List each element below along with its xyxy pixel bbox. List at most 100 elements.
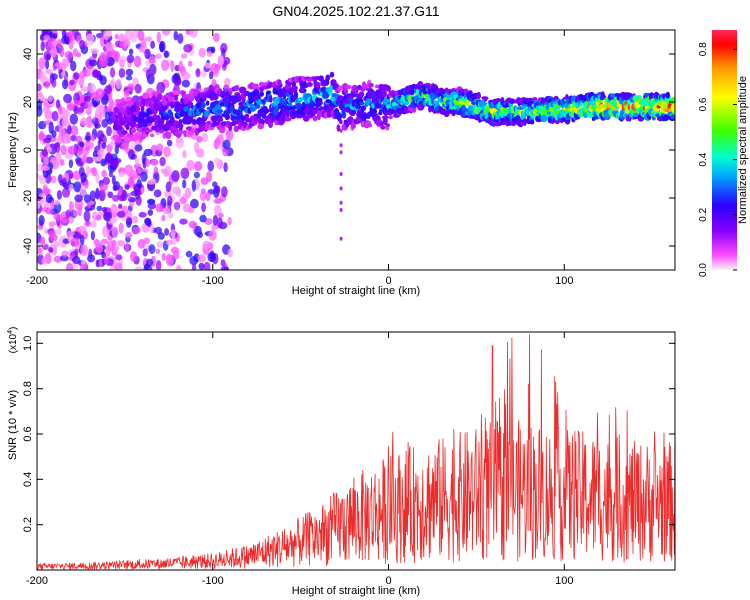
- heatmap-cell: [66, 104, 76, 111]
- heatmap-cell: [149, 63, 157, 76]
- spectrogram-ylabel: Frequency (Hz): [7, 112, 19, 188]
- heatmap-cell: [433, 100, 440, 105]
- heatmap-cell: [221, 186, 228, 198]
- heatmap-cell: [201, 202, 207, 213]
- heatmap-cell: [161, 214, 166, 222]
- heatmap-cell: [151, 125, 157, 131]
- heatmap-cell: [95, 214, 102, 221]
- heatmap-cell: [179, 218, 188, 225]
- heatmap-cell: [156, 114, 161, 121]
- heatmap-cell: [173, 72, 181, 82]
- y-tick-label: 0.6: [22, 426, 34, 441]
- heatmap-cell: [339, 200, 343, 205]
- heatmap-cell: [68, 183, 74, 191]
- heatmap-cell: [204, 110, 209, 118]
- heatmap-cell: [165, 254, 174, 267]
- heatmap-cell: [305, 82, 313, 87]
- heatmap-cell: [133, 163, 142, 170]
- heatmap-cell: [218, 126, 226, 134]
- heatmap-cell: [56, 190, 63, 200]
- heatmap-cell: [62, 177, 67, 189]
- heatmap-cell: [201, 188, 206, 195]
- heatmap-cell: [284, 117, 292, 122]
- heatmap-cell: [227, 216, 232, 226]
- heatmap-cell: [159, 41, 165, 53]
- heatmap-cell: [85, 107, 92, 116]
- heatmap-cell: [182, 150, 187, 159]
- heatmap-cell: [63, 93, 73, 104]
- heatmap-cell: [172, 186, 181, 195]
- heatmap-cell: [95, 172, 100, 184]
- heatmap-cell: [114, 33, 120, 40]
- heatmap-cell: [160, 59, 170, 71]
- heatmap-cell: [90, 134, 95, 142]
- heatmap-cell: [175, 138, 184, 149]
- heatmap-cell: [121, 139, 129, 151]
- heatmap-cell: [164, 228, 170, 236]
- heatmap-cell: [204, 62, 212, 69]
- heatmap-cell: [168, 212, 174, 219]
- heatmap-cell: [140, 171, 148, 182]
- heatmap-cell: [105, 42, 115, 52]
- heatmap-cell: [198, 262, 205, 270]
- heatmap-cell: [41, 165, 50, 171]
- heatmap-cell: [107, 240, 115, 252]
- heatmap-cell: [128, 48, 134, 55]
- heatmap-cell: [66, 230, 76, 237]
- heatmap-cell: [50, 46, 58, 58]
- heatmap-cell: [297, 97, 304, 102]
- heatmap-cell: [134, 157, 140, 165]
- heatmap-cell: [178, 118, 183, 125]
- heatmap-cell: [118, 222, 124, 234]
- heatmap-cell: [153, 189, 162, 198]
- heatmap-cell: [183, 44, 193, 53]
- heatmap-cell: [662, 114, 670, 121]
- heatmap-cell: [476, 92, 481, 100]
- heatmap-cell: [186, 159, 195, 171]
- heatmap-cell: [382, 117, 388, 126]
- heatmap-cell: [300, 76, 307, 82]
- heatmap-cell: [127, 83, 135, 92]
- heatmap-cell: [58, 127, 66, 139]
- heatmap-cell: [106, 56, 115, 67]
- heatmap-cell: [84, 221, 92, 227]
- heatmap-cell: [90, 48, 99, 54]
- heatmap-cell: [72, 48, 78, 57]
- heatmap-cell: [132, 226, 141, 234]
- heatmap-cell: [86, 165, 91, 175]
- heatmap-cell: [232, 118, 237, 124]
- heatmap-cell: [195, 68, 201, 78]
- y-tick-label: 0.8: [22, 381, 34, 396]
- heatmap-cell: [43, 137, 52, 144]
- heatmap-cell: [188, 207, 195, 214]
- heatmap-cell: [140, 186, 145, 194]
- heatmap-cell: [162, 206, 171, 215]
- heatmap-cell: [45, 53, 51, 61]
- heatmap-cell: [96, 205, 103, 212]
- heatmap-cell: [77, 145, 84, 156]
- spectrogram-heatmap: [37, 30, 675, 270]
- heatmap-cell: [41, 149, 49, 157]
- heatmap-cell: [39, 236, 46, 245]
- heatmap-cell: [43, 157, 49, 164]
- heatmap-cell: [116, 210, 126, 218]
- heatmap-cell: [216, 109, 224, 113]
- heatmap-cell: [93, 156, 99, 162]
- y-tick-label: 0: [22, 147, 34, 153]
- heatmap-cell: [66, 262, 73, 270]
- heatmap-cell: [73, 99, 80, 107]
- heatmap-cell: [540, 114, 548, 123]
- heatmap-cell: [58, 106, 63, 115]
- heatmap-cell: [625, 115, 631, 122]
- heatmap-cell: [220, 259, 226, 267]
- heatmap-cell: [196, 148, 205, 158]
- x-tick-label: -100: [202, 275, 224, 287]
- heatmap-cell: [215, 136, 221, 146]
- heatmap-cell: [244, 117, 252, 123]
- heatmap-cell: [198, 47, 206, 58]
- heatmap-cell: [124, 30, 133, 41]
- heatmap-cell: [47, 95, 54, 102]
- heatmap-cell: [43, 30, 49, 35]
- heatmap-cell: [225, 120, 231, 125]
- y-tick-label: 0.2: [22, 517, 34, 532]
